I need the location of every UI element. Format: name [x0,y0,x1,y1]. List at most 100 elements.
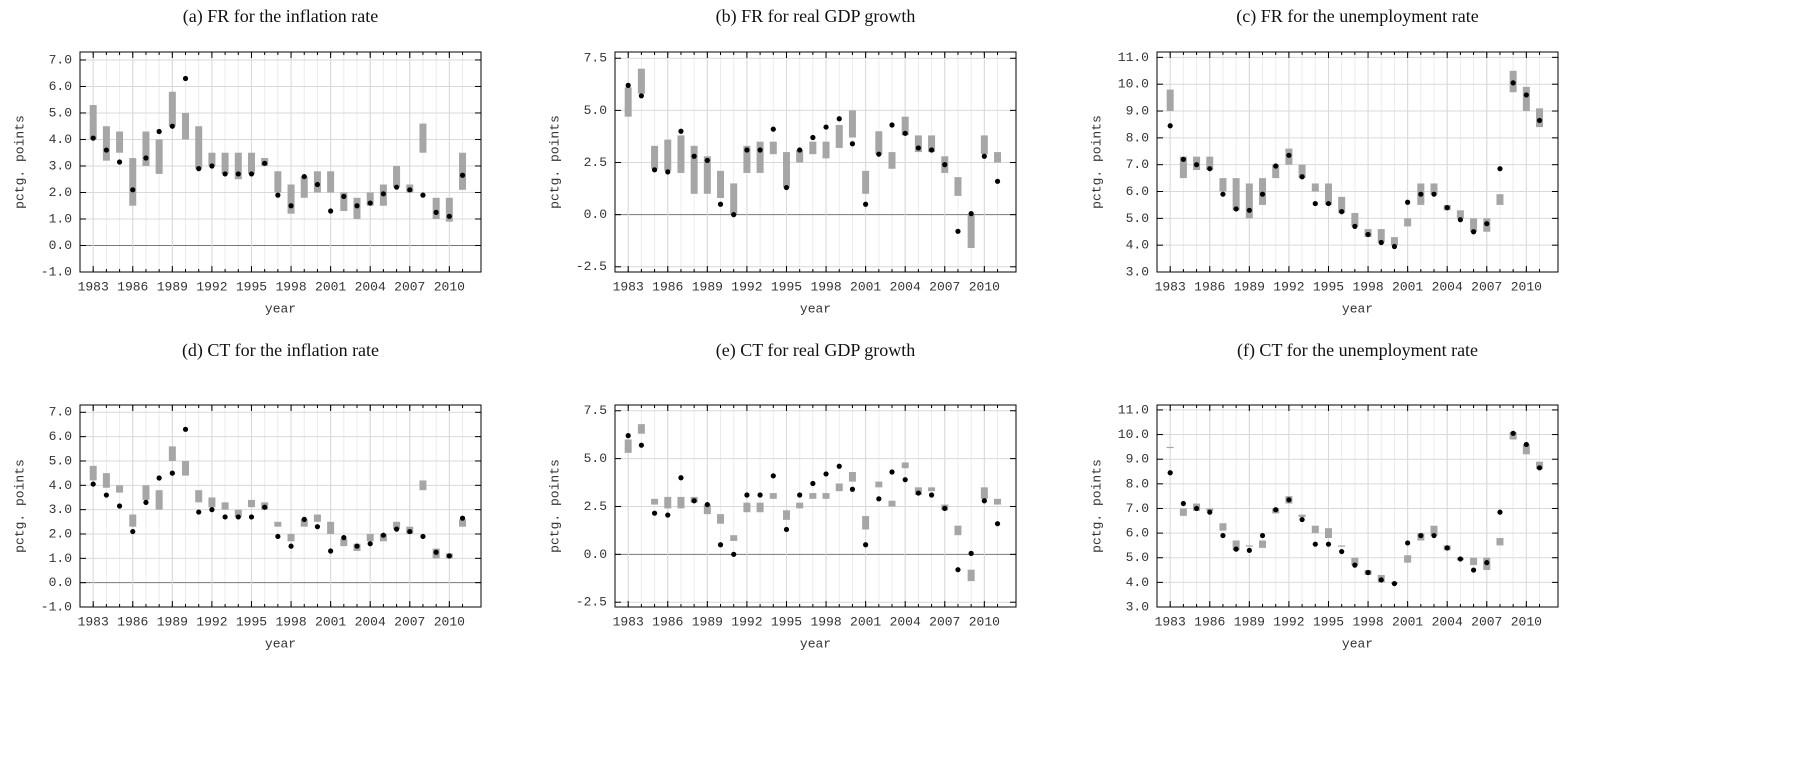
actual-point [783,184,790,191]
x-tick-label: 2004 [355,279,386,294]
interval-bar [664,139,672,171]
interval-bar [1324,528,1332,539]
panel-title: (c) FR for the unemployment rate [1236,6,1478,27]
actual-point [1339,209,1345,215]
interval-bar [994,498,1002,505]
actual-point [407,187,413,193]
x-tick-label: 2001 [1392,614,1423,629]
actual-point [314,181,321,188]
interval-bar [796,502,804,509]
interval-bar [1404,218,1412,227]
interval-bar [1430,525,1438,536]
actual-point [328,208,334,214]
interval-bar [1206,156,1214,171]
actual-point [968,550,974,556]
y-tick-label: 10.0 [1118,77,1149,92]
interval-bar [168,446,176,461]
x-tick-label: 1992 [1273,279,1304,294]
actual-point [770,126,776,132]
y-tick-label: 6.0 [1126,526,1149,541]
interval-bar [637,68,645,94]
x-axis-label: year [265,636,296,651]
interval-bar [901,462,909,469]
actual-point [1405,540,1411,546]
interval-bar [888,152,896,169]
y-tick-label: 7.0 [1126,157,1149,172]
actual-point [1418,532,1424,539]
interval-bar [862,516,870,530]
interval-bar [208,497,216,508]
x-tick-label: 2007 [1471,614,1502,629]
actual-point [810,480,816,487]
actual-point [1510,430,1516,436]
actual-point [836,116,842,122]
y-tick-label: -2.5 [576,595,607,610]
interval-bar [142,485,150,500]
interval-bar [1470,557,1478,566]
x-tick-label: 1989 [157,614,188,629]
interval-bar [89,465,97,481]
interval-bar [743,145,751,173]
actual-point [889,469,895,475]
interval-bar [116,131,124,153]
x-tick-label: 1983 [1155,614,1186,629]
actual-point [717,201,724,207]
actual-point [994,521,1001,527]
interval-bar [1245,545,1253,547]
panel: (d) CT for the inflation rate -1.0 0.0 1.0 2… [12,340,482,651]
interval-bar [1272,164,1280,179]
actual-point [235,171,241,177]
interval-bar [1430,183,1438,195]
panel-title: (a) FR for the inflation rate [183,6,378,27]
x-tick-label: 2007 [1471,279,1502,294]
actual-point [222,514,228,520]
actual-point [836,463,842,469]
actual-point [849,486,856,492]
actual-point [797,492,803,498]
actual-point [889,122,895,128]
actual-point [328,548,334,554]
actual-point [1325,200,1332,207]
plot-frame [79,404,482,608]
x-tick-label: 1998 [810,279,841,294]
interval-bar [822,493,830,499]
y-tick-label: 11.0 [1118,402,1149,417]
y-tick-label: 7.0 [49,52,72,67]
interval-bar [875,131,883,155]
actual-point [625,82,631,88]
actual-point [717,542,724,548]
interval-bar [677,496,685,509]
actual-point [288,543,294,549]
actual-point [143,155,149,161]
actual-point [341,535,347,541]
actual-point [731,551,737,557]
y-tick-label: 7.5 [584,403,607,418]
actual-point [638,442,644,448]
actual-point [691,498,697,504]
actual-point [116,503,123,509]
interval-bar [862,170,870,194]
panel-title: (d) CT for the inflation rate [182,340,379,361]
y-tick-label: 9.0 [1126,452,1149,467]
interval-bar [769,141,777,155]
plot-frame [614,404,1017,608]
actual-point [420,533,426,540]
interval-bar [1245,183,1253,219]
x-tick-label: 1986 [117,279,148,294]
interval-bar [1166,89,1174,112]
x-tick-label: 1986 [652,614,683,629]
interval-bar [743,502,751,513]
panel-title: (b) FR for real GDP growth [716,6,916,27]
x-tick-label: 1998 [275,279,306,294]
interval-bar [769,493,777,499]
interval-bar [195,126,203,169]
x-tick-label: 1989 [692,614,723,629]
interval-bar [1311,525,1319,534]
y-tick-label: 8.0 [1126,130,1149,145]
y-axis-label: pctg. points [12,459,27,553]
actual-point [1365,569,1371,576]
interval-bar [234,152,242,180]
y-tick-label: 2.5 [584,155,607,170]
interval-bar [313,514,321,522]
panel: (c) FR for the unemployment rate 3.0 4.0 5.… [1089,6,1559,316]
